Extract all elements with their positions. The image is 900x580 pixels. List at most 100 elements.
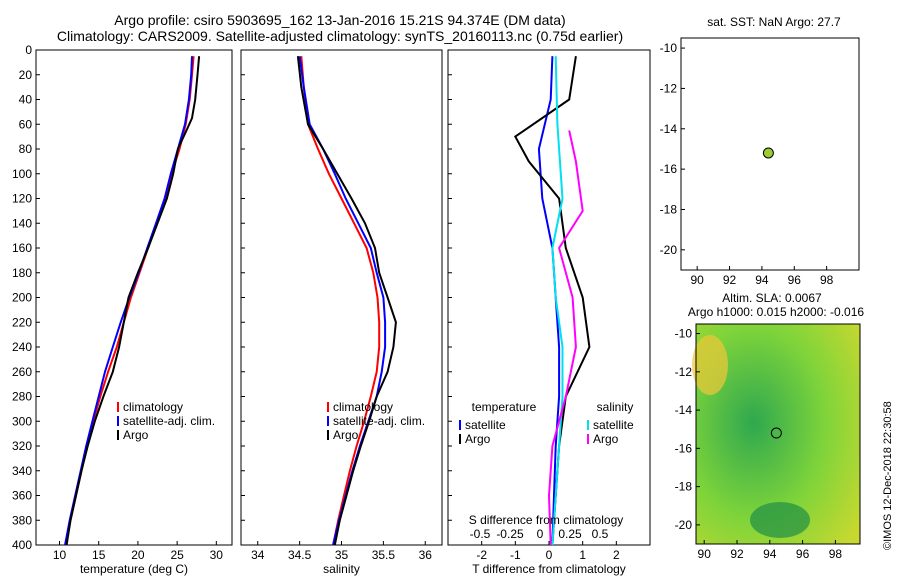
salinity-series-satellite-adj-clim-: [298, 56, 387, 546]
salinity-xtick-label: 35: [335, 548, 349, 562]
difference-xtick-label: -1: [510, 548, 521, 562]
sla-map-xtick-label: 90: [698, 547, 712, 561]
salinity-xtick-label: 35.5: [372, 548, 396, 562]
difference-series-s-argo: [547, 130, 584, 546]
difference-left-legend-label: Argo: [465, 432, 491, 446]
temperature-ytick-label: 220: [12, 315, 32, 329]
sst-map-xtick-label: 90: [691, 273, 705, 287]
salinity-legend-label: Argo: [333, 428, 359, 442]
temperature-ytick-label: 60: [19, 117, 33, 131]
temperature-ytick-label: 80: [19, 142, 33, 156]
difference-xtick-label: 2: [613, 548, 620, 562]
difference-series-t-argo: [513, 56, 591, 546]
salinity-series-argo: [296, 56, 397, 546]
temperature-ytick-label: 260: [12, 365, 32, 379]
temperature-xlabel: temperature (deg C): [80, 562, 188, 576]
sla-map-xtick-label: 98: [829, 547, 843, 561]
title-line-2: Climatology: CARS2009. Satellite-adjuste…: [56, 28, 624, 44]
sst-map-ytick-label: -10: [660, 41, 678, 55]
sst-map-title: sat. SST: NaN Argo: 27.7: [707, 15, 841, 29]
difference-right-legend-label: Argo: [593, 432, 619, 446]
sst-map-ytick-label: -18: [660, 202, 678, 216]
sst-map-xtick-label: 98: [820, 273, 834, 287]
temperature-ytick-label: 120: [12, 192, 32, 206]
sla-map-xtick-label: 94: [763, 547, 777, 561]
difference-xlabel-top: S difference from climatology: [469, 513, 624, 527]
temperature-xtick-label: 10: [53, 548, 67, 562]
temperature-ytick-label: 320: [12, 439, 32, 453]
temperature-ytick-label: 100: [12, 167, 32, 181]
sla-map-xtick-label: 96: [796, 547, 810, 561]
sla-map-argo-marker: [770, 427, 782, 439]
salinity-legend-label: climatology: [333, 400, 393, 414]
difference-xtick-label: 1: [579, 548, 586, 562]
sst-map-ytick-label: -16: [660, 162, 678, 176]
difference-xlabel: T difference from climatology: [472, 562, 626, 576]
temperature-ytick-label: 360: [12, 489, 32, 503]
salinity-series-climatology: [300, 56, 381, 546]
sla-map-ytick-label: -18: [675, 480, 693, 494]
temperature-series-climatology: [64, 56, 195, 546]
salinity-frame: [240, 49, 443, 546]
temperature-ytick-label: 160: [12, 241, 32, 255]
difference-legend-right-title: salinity: [597, 400, 634, 414]
sst-map-frame: [680, 37, 860, 271]
difference-xtick-top-label: 0.25: [558, 527, 582, 541]
sst-map-xtick-label: 94: [755, 273, 769, 287]
sla-map-title-2: Argo h1000: 0.015 h2000: -0.016: [688, 305, 864, 319]
sla-map-ytick-label: -12: [675, 365, 693, 379]
sst-map-ytick-label: -12: [660, 81, 678, 95]
sla-map-frame: [695, 323, 861, 545]
temperature-ytick-label: 380: [12, 513, 32, 527]
temperature-xtick-label: 20: [131, 548, 145, 562]
difference-legend-left-title: temperature: [472, 400, 537, 414]
sst-map-ytick-label: -20: [660, 243, 678, 257]
sla-map-low-patch: [750, 502, 810, 538]
sla-map-ytick-label: -10: [675, 327, 693, 341]
difference-xtick-top-label: 0.5: [592, 527, 609, 541]
title-line-1: Argo profile: csiro 5903695_162 13-Jan-2…: [114, 12, 566, 28]
temperature-ytick-label: 200: [12, 291, 32, 305]
difference-frame: [447, 49, 651, 546]
temperature-ytick-label: 400: [12, 538, 32, 552]
temperature-ytick-label: 340: [12, 464, 32, 478]
difference-right-legend-label: satellite: [593, 418, 634, 432]
temperature-ytick-label: 20: [19, 68, 33, 82]
sla-map-xtick-label: 92: [730, 547, 744, 561]
temperature-xtick-label: 15: [92, 548, 106, 562]
difference-xtick-top-label: -0.25: [496, 527, 524, 541]
salinity-legend-label: satellite-adj. clim.: [333, 414, 425, 428]
sla-map-ytick-label: -20: [675, 518, 693, 532]
salinity-xtick-label: 36: [419, 548, 433, 562]
difference-xtick-top-label: -0.5: [470, 527, 491, 541]
temperature-ytick-label: 0: [25, 43, 32, 57]
sst-map-ytick-label: -14: [660, 122, 678, 136]
difference-xtick-top-label: 0: [537, 527, 544, 541]
temperature-ytick-label: 300: [12, 414, 32, 428]
sla-map-title-1: Altim. SLA: 0.0067: [722, 291, 822, 305]
temperature-ytick-label: 140: [12, 216, 32, 230]
temperature-ytick-label: 180: [12, 266, 32, 280]
temperature-series-argo: [65, 56, 201, 546]
temperature-xtick-label: 30: [210, 548, 224, 562]
temperature-ytick-label: 40: [19, 93, 33, 107]
sla-map-high-patch: [692, 335, 728, 395]
temperature-ytick-label: 280: [12, 390, 32, 404]
sla-map-ytick-label: -14: [675, 403, 693, 417]
temperature-ytick-label: 240: [12, 340, 32, 354]
salinity-xlabel: salinity: [323, 562, 360, 576]
temperature-frame: [35, 49, 233, 546]
difference-left-legend-label: satellite: [465, 418, 506, 432]
temperature-legend-label: satellite-adj. clim.: [123, 414, 215, 428]
sst-map-xtick-label: 96: [788, 273, 802, 287]
difference-xtick-label: -2: [476, 548, 487, 562]
temperature-xtick-label: 25: [170, 548, 184, 562]
sst-map-argo-marker: [762, 147, 774, 159]
temperature-legend-label: climatology: [123, 400, 183, 414]
temperature-legend-label: Argo: [123, 428, 149, 442]
difference-series-s-satellite: [551, 56, 564, 546]
sst-map-xtick-label: 92: [723, 273, 737, 287]
difference-xtick-label: 0: [546, 548, 553, 562]
sla-map-ytick-label: -16: [675, 441, 693, 455]
